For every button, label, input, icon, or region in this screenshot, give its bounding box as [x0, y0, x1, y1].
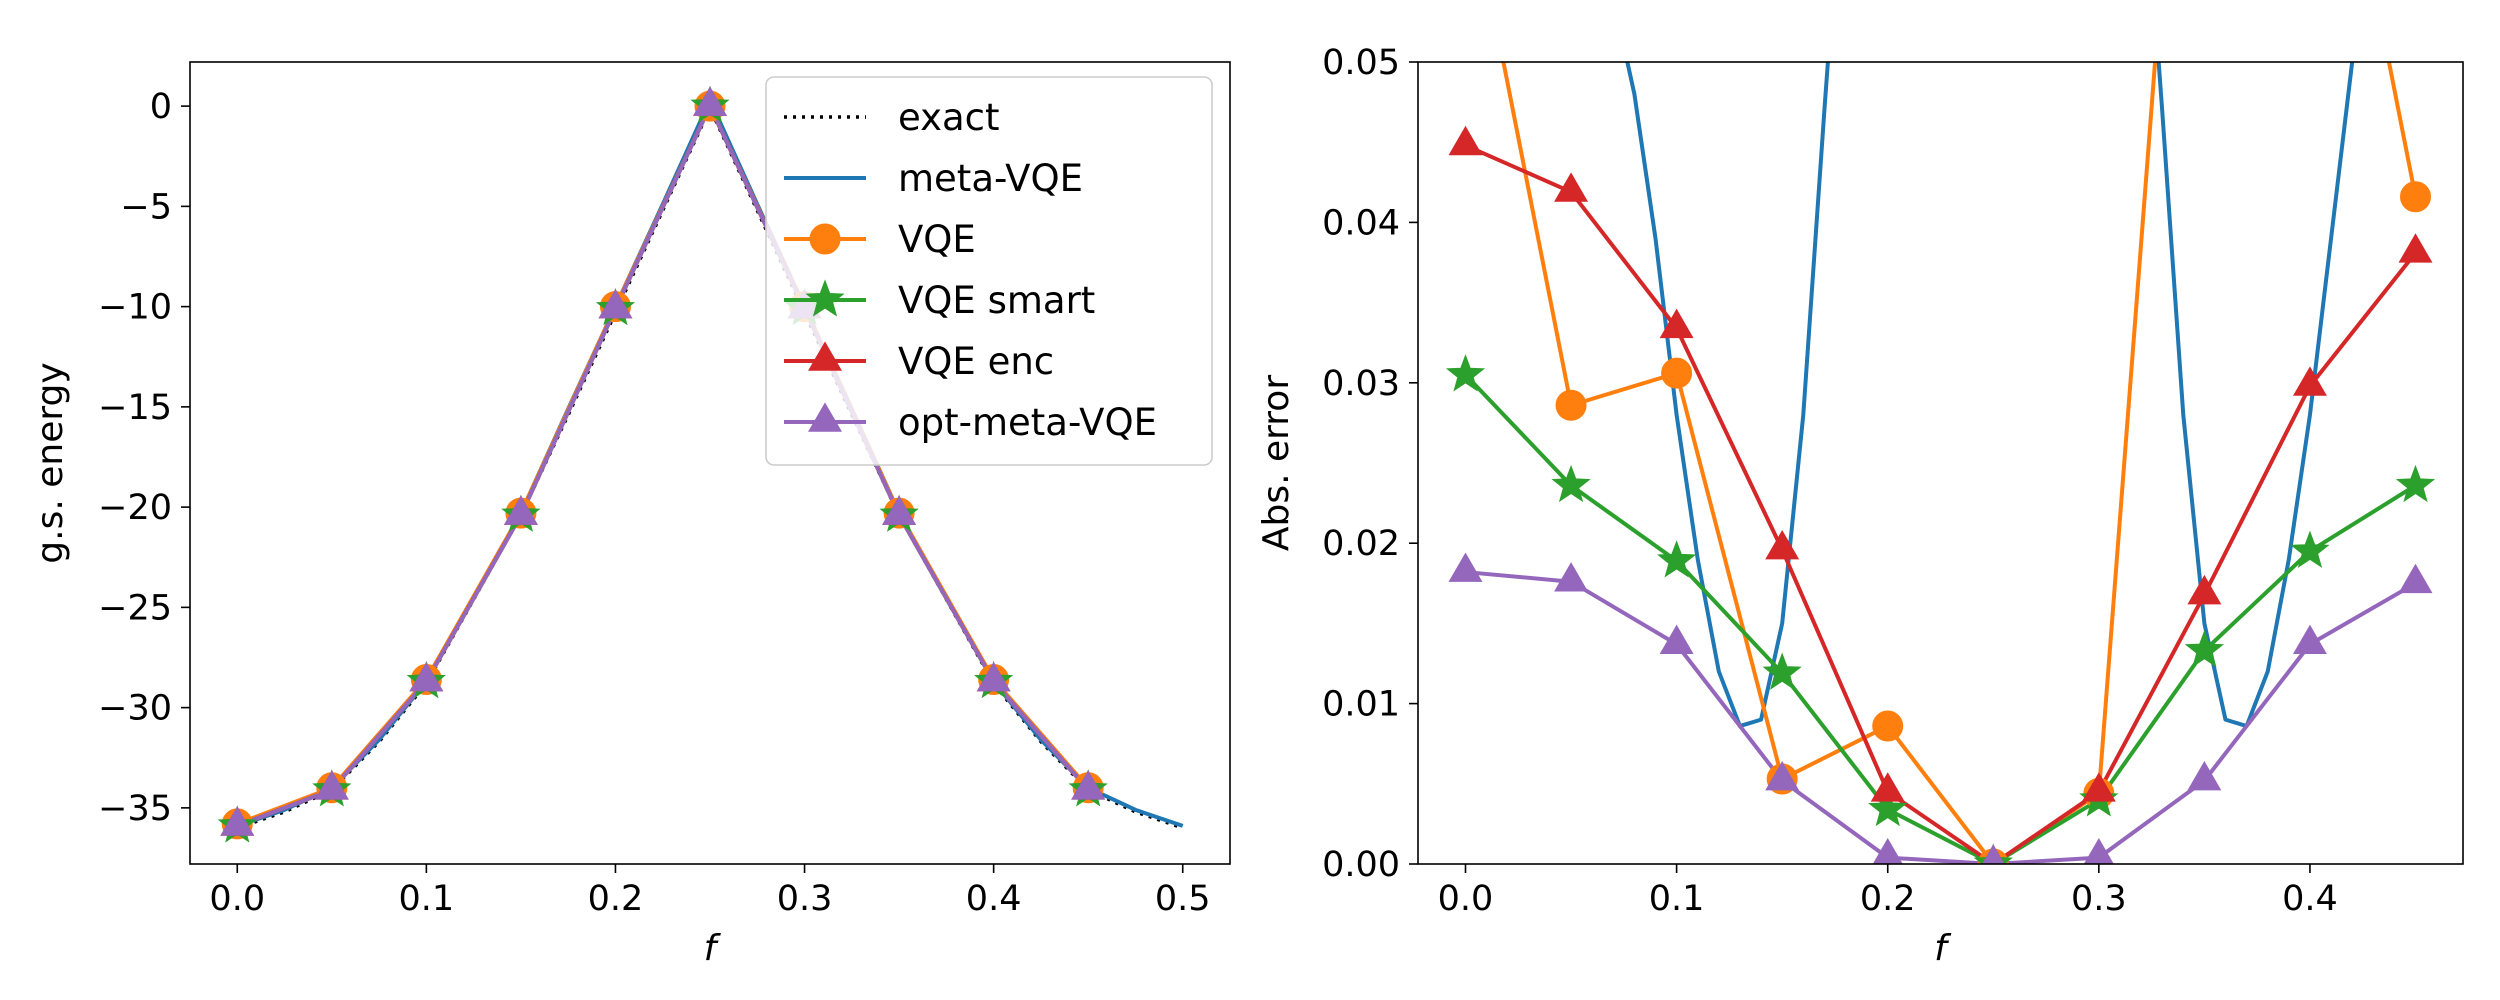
- error-series-line-vqe-enc: [1464, 143, 2418, 864]
- error-point-vqe-smart-2: [1656, 540, 1697, 578]
- energy-point-opt-meta-vqe-0: [220, 806, 255, 836]
- energy-x-tick-label: 0.0: [209, 879, 265, 919]
- energy-y-tick-label: −35: [98, 789, 172, 829]
- error-x-tick-label: 0.4: [2282, 879, 2338, 919]
- error-point-vqe-enc-0: [1448, 125, 1483, 156]
- error-point-opt-meta-vqe-5: [1981, 844, 2005, 864]
- energy-point-opt-meta-vqe-1: [314, 770, 349, 800]
- error-x-axis-label: f: [1934, 928, 1952, 969]
- error-y-axis-label: Abs. error: [1256, 375, 1297, 551]
- legend-marker-vqe-enc: [808, 341, 842, 371]
- error-point-vqe-enc-8: [2292, 366, 2327, 396]
- energy-point-opt-meta-vqe-5: [693, 86, 727, 116]
- error-point-vqe-smart-3: [1762, 652, 1802, 690]
- error-point-vqe-1: [1555, 389, 1587, 421]
- energy-point-opt-meta-vqe-8: [976, 661, 1011, 692]
- error-axes-frame: [1417, 61, 2464, 865]
- legend-label-vqe: VQE: [898, 218, 976, 261]
- error-point-vqe-enc-1: [1554, 172, 1589, 202]
- energy-axes-frame: [189, 61, 1231, 865]
- error-point-vqe-9: [2400, 181, 2431, 213]
- error-point-opt-meta-vqe-7: [2187, 760, 2222, 791]
- error-point-opt-meta-vqe-8: [2292, 624, 2327, 655]
- energy-x-tick-label: 0.3: [777, 879, 833, 919]
- energy-x-tick-label: 0.1: [399, 879, 455, 919]
- error-point-vqe-enc-4: [1870, 772, 1905, 802]
- energy-x-tick-label: 0.5: [1155, 879, 1211, 919]
- error-panel: 0.0 0.1 0.2 0.3 0.4 0.00 0.01 0.02 0.03 0.04 0.05 f…: [1256, 43, 2464, 969]
- energy-x-tick-label: 0.2: [588, 879, 644, 919]
- legend-box: [765, 76, 1213, 466]
- error-y-tick-label: 0.02: [1322, 524, 1400, 564]
- legend-label-vqe-enc: VQE enc: [898, 340, 1054, 383]
- error-series-line-opt-meta-vqe: [1465, 570, 2417, 864]
- error-series-line-meta-vqe: [1625, 62, 2355, 729]
- error-y-tick-label: 0.04: [1322, 203, 1400, 243]
- error-point-vqe-enc-9: [2398, 233, 2433, 263]
- error-point-opt-meta-vqe-9: [2398, 563, 2433, 594]
- energy-point-opt-meta-vqe-7: [882, 495, 917, 525]
- energy-y-tick-label: −20: [98, 488, 172, 528]
- legend-label-meta-vqe: meta-VQE: [898, 157, 1083, 200]
- error-point-opt-meta-vqe-0: [1448, 552, 1483, 582]
- error-point-vqe-enc-7: [2187, 574, 2222, 605]
- energy-x-tick-label: 0.4: [966, 879, 1022, 919]
- error-point-opt-meta-vqe-6: [2083, 837, 2114, 864]
- error-point-vqe-enc-6: [2081, 772, 2116, 802]
- energy-y-tick-label: −30: [98, 689, 172, 729]
- error-plot-area: [1418, 62, 2463, 864]
- error-y-tick-label: 0.05: [1322, 43, 1400, 83]
- error-series-line-vqe-smart: [1464, 373, 2417, 864]
- error-series-line-vqe: [1501, 62, 2418, 864]
- error-point-vqe-smart-4: [1868, 788, 1908, 827]
- error-y-tick-label: 0.01: [1322, 685, 1400, 725]
- error-point-vqe-smart-9: [2395, 464, 2436, 503]
- energy-y-tick-label: −15: [98, 388, 172, 428]
- error-point-vqe-smart-0: [1445, 354, 1486, 392]
- energy-series-line-opt-meta-vqe: [236, 104, 1090, 828]
- error-y-tick-label: 0.00: [1322, 845, 1400, 885]
- error-series-group: [1445, 62, 2436, 864]
- legend-label-opt-meta-vqe: opt-meta-VQE: [898, 401, 1157, 444]
- legend-marker-vqe-smart: [805, 279, 845, 317]
- error-point-opt-meta-vqe-4: [1872, 837, 1903, 864]
- energy-y-tick-label: −25: [98, 588, 172, 628]
- error-point-vqe-4: [1872, 710, 1904, 742]
- error-y-tick-label: 0.03: [1322, 364, 1400, 404]
- energy-point-opt-meta-vqe-2: [409, 661, 444, 692]
- error-x-tick-label: 0.3: [2071, 879, 2127, 919]
- error-point-vqe-smart-7: [2184, 630, 2225, 668]
- energy-point-opt-meta-vqe-3: [503, 495, 538, 525]
- energy-y-tick-label: −5: [120, 187, 172, 227]
- error-point-vqe-enc-3: [1765, 530, 1800, 560]
- energy-point-opt-meta-vqe-4: [598, 289, 633, 319]
- error-point-opt-meta-vqe-1: [1554, 562, 1589, 592]
- legend-marker-vqe: [809, 223, 841, 255]
- error-x-tick-label: 0.0: [1438, 879, 1494, 919]
- error-point-opt-meta-vqe-2: [1659, 624, 1694, 655]
- error-point-opt-meta-vqe-3: [1765, 760, 1800, 791]
- error-x-tick-label: 0.1: [1649, 879, 1705, 919]
- legend-label-exact: exact: [898, 96, 1000, 139]
- legend: exact meta-VQE VQE VQE smart VQE enc opt-meta…: [765, 76, 1213, 466]
- energy-y-tick-label: −10: [98, 288, 172, 328]
- energy-panel: 0.0 0.1 0.2 0.3 0.4 0.5 0 −5 −10 −15 −20 −25 −30 −35 f…: [30, 61, 1231, 969]
- error-point-vqe-2: [1661, 357, 1693, 389]
- energy-point-opt-meta-vqe-9: [1071, 770, 1106, 800]
- error-point-vqe-smart-8: [2290, 530, 2330, 568]
- legend-label-vqe-smart: VQE smart: [898, 279, 1095, 322]
- energy-y-axis-label: g.s. energy: [30, 362, 71, 563]
- legend-marker-opt-meta-vqe: [808, 402, 842, 432]
- energy-y-tick-label: 0: [150, 87, 172, 127]
- energy-x-axis-label: f: [704, 928, 722, 969]
- error-point-vqe-smart-1: [1551, 464, 1591, 503]
- error-point-vqe-enc-2: [1659, 308, 1694, 339]
- error-x-tick-label: 0.2: [1860, 879, 1916, 919]
